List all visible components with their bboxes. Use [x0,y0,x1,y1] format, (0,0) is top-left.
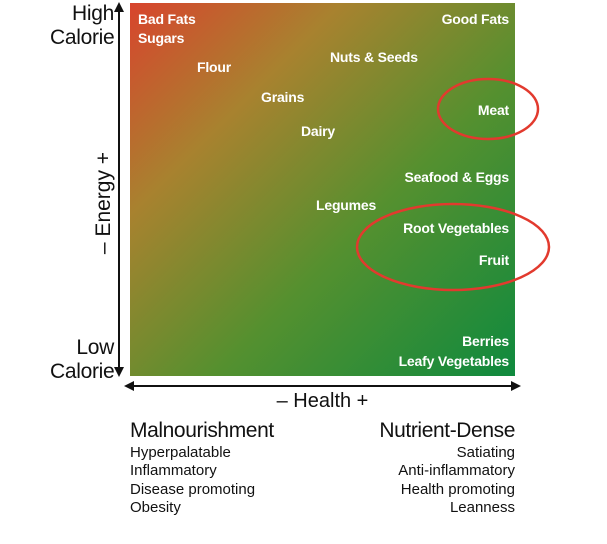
root-veg-fruit-highlight-circle [355,202,551,292]
food-quadrant-grid: Bad Fats Sugars Good Fats Flour Nuts & S… [130,3,515,376]
item-berries: Berries [462,333,509,349]
item-meat: Meat [477,102,509,118]
item-bad-fats: Bad Fats [138,11,196,27]
nutrient-dense-column: Nutrient-Dense Satiating Anti-inflammato… [295,418,515,517]
left-line: Obesity [130,498,181,516]
item-fruit: Fruit [478,252,509,268]
right-line: Satiating [456,444,515,461]
x-axis-arrow-left [124,381,134,391]
right-line: Health promoting [400,480,515,498]
item-legumes: Legumes [316,197,377,213]
item-root-vegetables: Root Vegetables [403,220,509,236]
left-line: Hyperpalatable [130,444,231,461]
y-axis-arrow-down [114,367,124,377]
item-nuts-seeds: Nuts & Seeds [330,49,418,65]
x-axis-arrow-right [511,381,521,391]
left-line: Inflammatory [130,462,217,480]
meat-highlight-circle [436,77,540,141]
malnourishment-heading: Malnourishment [130,419,274,442]
health-axis-title: – Health + [276,390,369,412]
high-calorie-label: High Calorie [50,2,115,49]
y-axis-arrow-up [114,2,124,12]
item-leafy-vegetables: Leafy Vegetables [398,353,510,369]
item-sugars: Sugars [138,30,185,46]
item-seafood-eggs: Seafood & Eggs [404,169,509,185]
right-line: Leanness [449,498,515,516]
right-line: Anti-inflammatory [398,462,515,480]
low-calorie-label: Low Calorie [50,336,115,383]
nutrient-dense-heading: Nutrient-Dense [379,419,515,442]
item-dairy: Dairy [301,123,336,139]
item-grains: Grains [261,89,305,105]
item-flour: Flour [197,59,231,75]
left-line: Disease promoting [130,480,256,498]
item-good-fats: Good Fats [441,11,510,27]
malnourishment-column: Malnourishment Hyperpalatable Inflammato… [130,418,350,517]
